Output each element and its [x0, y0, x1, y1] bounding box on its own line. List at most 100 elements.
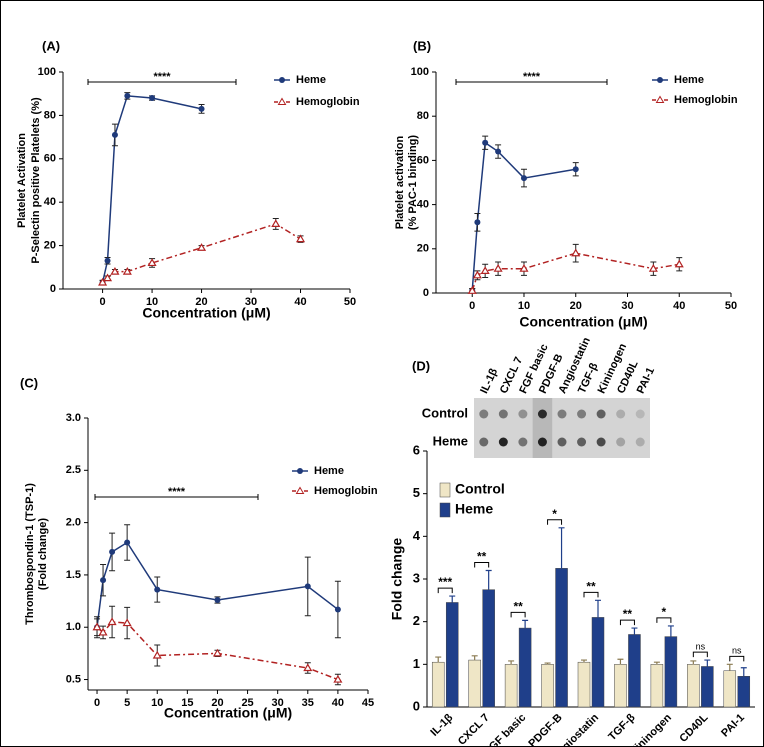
blot-dot — [557, 437, 567, 447]
y-tick-label: 2 — [413, 613, 420, 628]
y-tick-label: 5 — [413, 485, 420, 500]
significance-bracket — [583, 591, 599, 598]
point — [520, 175, 527, 182]
legend-label: Heme — [674, 74, 704, 86]
error-bar — [544, 662, 551, 665]
legend-label: Heme — [296, 74, 326, 86]
significance-label: * — [552, 507, 557, 521]
y-tick-label: 3.0 — [66, 412, 81, 424]
bar — [650, 664, 664, 708]
blot-dot — [537, 437, 547, 447]
significance-label: ns — [696, 641, 706, 651]
blot-dot — [498, 437, 508, 447]
x-tick-label: 0 — [94, 697, 100, 709]
significance-label: * — [662, 605, 667, 619]
error-bar — [631, 627, 638, 635]
legend-label: Heme — [314, 465, 344, 477]
point — [674, 259, 684, 268]
error-bar — [485, 569, 492, 590]
significance-bracket — [547, 519, 563, 525]
point — [124, 92, 131, 99]
blot-dot — [596, 437, 606, 447]
point — [333, 674, 343, 683]
error-bar — [449, 595, 456, 603]
blot-dot — [498, 409, 508, 419]
legend-marker — [297, 468, 303, 474]
bar — [577, 661, 591, 708]
point — [107, 617, 117, 626]
x-tick-label: 40 — [332, 697, 344, 709]
point — [474, 219, 481, 226]
blot-dot — [635, 409, 645, 419]
bar — [482, 589, 495, 708]
y-axis-label: Platelet Activation — [16, 133, 28, 228]
y-tick-label: 40 — [44, 196, 56, 208]
point — [198, 105, 205, 112]
point — [304, 583, 311, 590]
bar — [687, 664, 700, 708]
blot-dot — [635, 437, 645, 447]
x-tick-label: 50 — [725, 300, 737, 312]
x-tick-label: 50 — [344, 296, 356, 308]
x-tick-label: 40 — [294, 296, 306, 308]
point — [295, 234, 306, 243]
significance-bracket — [729, 655, 745, 662]
series-line — [471, 141, 576, 291]
error-bar — [667, 625, 674, 637]
legend-label: Hemoglobin — [314, 485, 378, 497]
point — [98, 277, 108, 286]
bar — [591, 617, 605, 708]
legend-marker — [277, 97, 287, 105]
point — [571, 248, 581, 257]
panel-label: (D) — [412, 358, 430, 373]
significance-bracket — [656, 617, 672, 623]
point — [572, 166, 579, 173]
blot-dot — [518, 437, 528, 447]
legend-swatch — [439, 502, 451, 518]
y-tick-label: 80 — [44, 109, 56, 121]
significance-bracket — [437, 587, 453, 594]
blot-row-label: Control — [422, 405, 468, 420]
x-tick-label: 20 — [211, 697, 223, 709]
point — [122, 266, 132, 275]
x-tick-label: 20 — [195, 296, 207, 308]
y-tick-label: 1.0 — [66, 621, 81, 633]
blot-dot — [577, 437, 587, 447]
x-axis-label: Concentration (μM) — [164, 705, 292, 721]
significance-bracket — [619, 619, 635, 626]
bar — [614, 664, 627, 708]
error-bar — [558, 527, 565, 569]
point — [480, 266, 490, 274]
y-tick-label: 3 — [413, 570, 420, 585]
y-tick-label: 2.0 — [66, 517, 81, 529]
y-tick-label: 1 — [413, 656, 420, 671]
x-tick-label: 20 — [570, 300, 582, 312]
significance-label: *** — [438, 575, 452, 589]
legend-label: Hemoglobin — [674, 94, 738, 106]
error-bar — [617, 658, 624, 665]
bar — [628, 634, 641, 708]
x-tick-label: 15 — [181, 697, 193, 709]
error-bar — [726, 663, 733, 671]
x-tick-label: 40 — [673, 300, 685, 312]
bar — [518, 627, 532, 708]
legend-label: Heme — [455, 501, 493, 517]
error-bar — [595, 599, 601, 618]
y-tick-label: 2.5 — [66, 464, 81, 476]
blot-dot — [577, 409, 587, 419]
y-axis-label: Platelet activation — [394, 135, 406, 229]
significance-label: **** — [153, 71, 171, 83]
bar — [541, 664, 554, 708]
error-bar — [471, 655, 478, 661]
bar — [701, 666, 714, 708]
y-tick-label: 0 — [50, 283, 56, 295]
blot-dot — [557, 409, 567, 419]
point — [472, 270, 482, 279]
blot-dot — [479, 409, 489, 419]
point — [334, 606, 341, 613]
x-tick-label: 30 — [245, 296, 257, 308]
point — [102, 273, 113, 282]
legend-marker — [655, 95, 665, 103]
bar — [504, 664, 518, 708]
